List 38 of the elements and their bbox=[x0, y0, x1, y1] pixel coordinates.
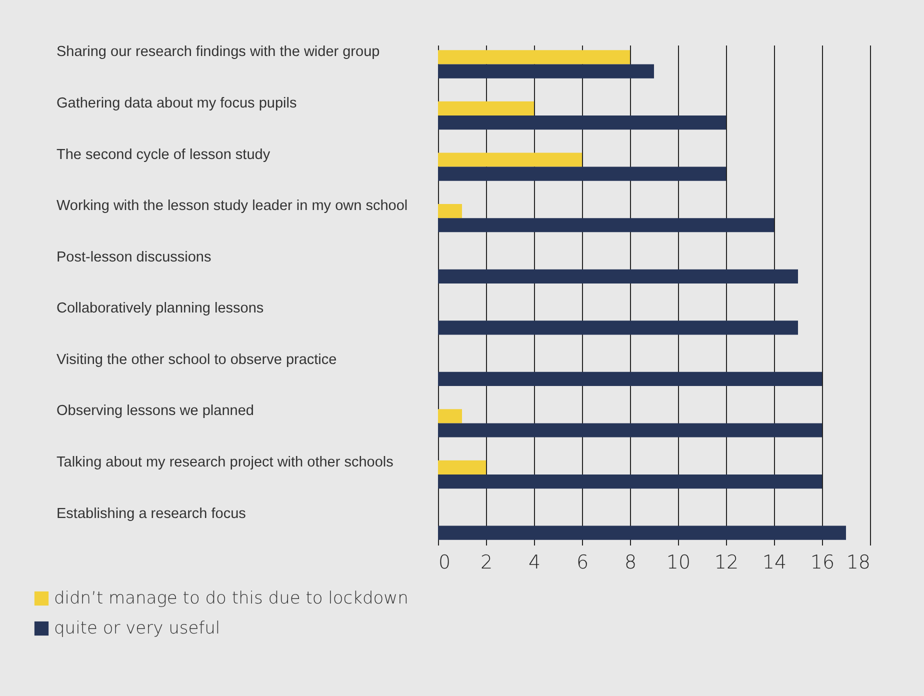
bar bbox=[438, 204, 462, 218]
bar bbox=[438, 101, 534, 116]
x-tick-label: 14 bbox=[762, 552, 787, 574]
y-tick-label: Observing lessons we planned bbox=[56, 403, 254, 420]
y-tick-label: Post-lesson discussions bbox=[56, 249, 212, 266]
bar bbox=[438, 269, 798, 284]
bar bbox=[438, 474, 822, 489]
y-tick-label: Sharing our research findings with the wider group bbox=[56, 44, 380, 60]
x-tick-label: 6 bbox=[576, 552, 589, 574]
bar bbox=[438, 152, 582, 167]
bar bbox=[438, 218, 774, 232]
y-tick-label: Collaboratively planning lessons bbox=[56, 300, 264, 317]
y-tick-label: Talking about my research project with other schools bbox=[56, 454, 394, 470]
x-tick-label: 0 bbox=[438, 552, 451, 574]
bar bbox=[438, 409, 462, 424]
y-tick-label: Visiting the other school to observe practice bbox=[56, 352, 337, 368]
bar bbox=[438, 423, 822, 438]
x-tick-label: 4 bbox=[528, 552, 541, 574]
y-tick-label: The second cycle of lesson study bbox=[56, 146, 271, 163]
bar bbox=[438, 526, 846, 540]
x-tick-label: 16 bbox=[810, 552, 835, 574]
y-tick-label: Establishing a research focus bbox=[56, 506, 246, 522]
bar bbox=[438, 64, 654, 78]
bar bbox=[438, 460, 486, 474]
bar bbox=[438, 320, 798, 335]
x-tick-label: 18 bbox=[846, 552, 870, 574]
x-tick-label: 8 bbox=[624, 552, 637, 574]
bar bbox=[438, 116, 726, 130]
y-tick-label: Gathering data about my focus pupils bbox=[56, 96, 297, 112]
x-tick-label: 10 bbox=[666, 552, 691, 574]
legend-label: quite or very useful bbox=[54, 618, 220, 638]
bar bbox=[438, 166, 726, 181]
y-tick-label: Working with the lesson study leader in my own school bbox=[56, 198, 408, 214]
x-tick-label: 2 bbox=[480, 552, 493, 574]
x-tick-label: 12 bbox=[714, 552, 739, 574]
bar bbox=[438, 372, 822, 386]
bar bbox=[438, 50, 630, 64]
legend-label: didn’t manage to do this due to lockdown bbox=[54, 588, 408, 608]
